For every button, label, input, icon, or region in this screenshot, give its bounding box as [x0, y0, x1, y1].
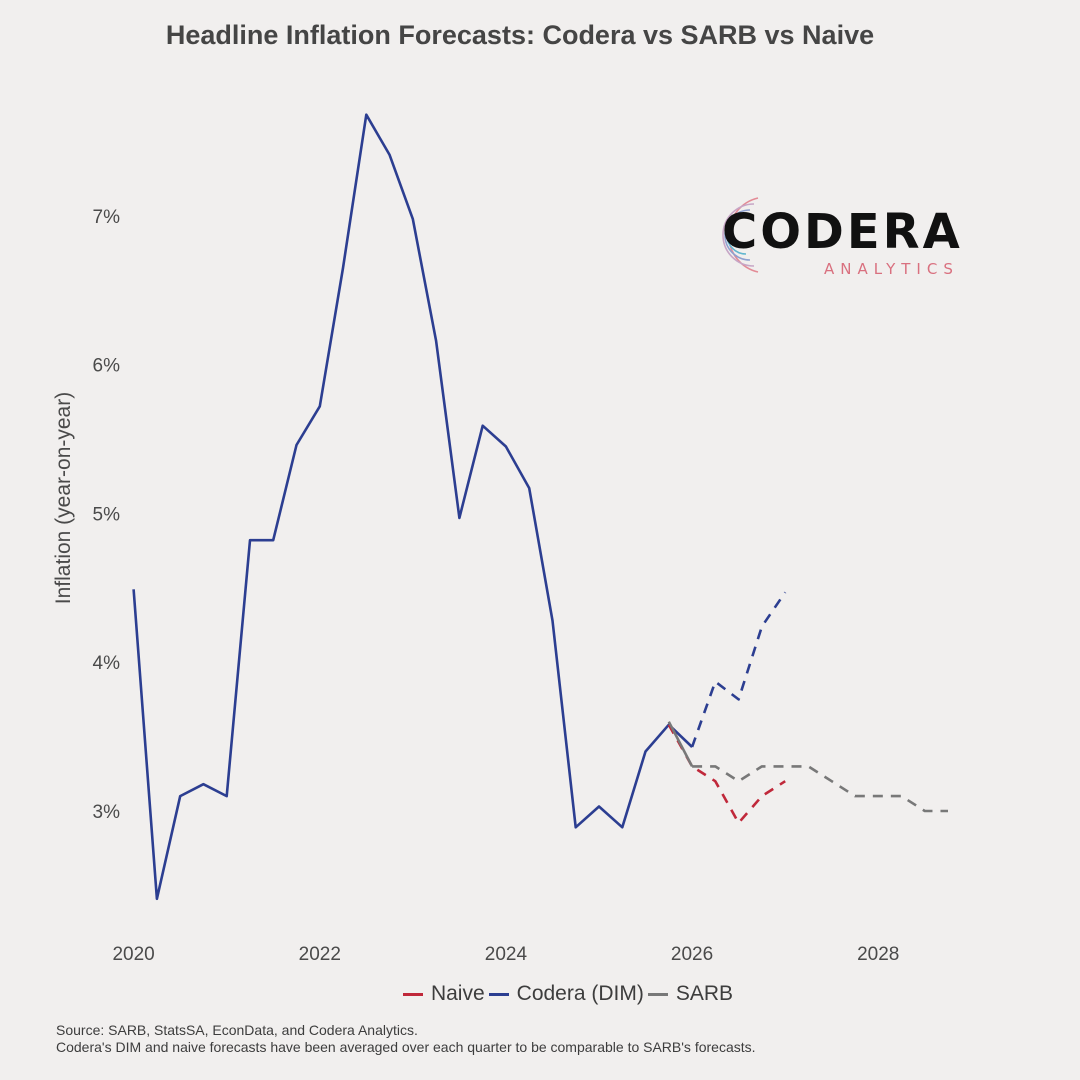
y-tick-label: 3%	[93, 802, 121, 823]
footnote-line-2: Codera's DIM and naive forecasts have be…	[56, 1039, 756, 1055]
x-tick-label: 2026	[671, 944, 713, 965]
legend-item: SARB	[647, 982, 734, 1006]
x-axis-ticks: 2020 2022 2024 2026 2028	[112, 944, 899, 965]
series-line-sarb-forecast	[692, 765, 948, 813]
logo-mark-icon	[722, 197, 759, 273]
legend-item: Codera (DIM)	[488, 982, 644, 1006]
series-line-codera-dim-forecast	[690, 591, 787, 748]
chart-title: Headline Inflation Forecasts: Codera vs …	[165, 20, 875, 50]
legend-swatch	[402, 992, 423, 996]
logo-subword: ANALYTICS	[824, 260, 959, 278]
legend: Naive Codera (DIM) SARB	[0, 982, 1080, 1006]
series-line-sarb	[667, 721, 694, 768]
legend-item: Naive	[402, 982, 485, 1006]
legend-label: SARB	[675, 982, 734, 1005]
x-tick-label: 2028	[857, 944, 899, 965]
series-layer	[132, 113, 948, 901]
footnote-line-1: Source: SARB, StatsSA, EconData, and Cod…	[56, 1022, 418, 1038]
series-line-codera-dim	[132, 113, 693, 901]
legend-swatch	[647, 992, 668, 996]
y-tick-label: 5%	[93, 504, 121, 525]
x-tick-label: 2020	[112, 944, 154, 965]
footnote: Source: SARB, StatsSA, EconData, and Cod…	[56, 1022, 756, 1056]
legend-label: Codera (DIM)	[516, 982, 644, 1005]
logo-wordmark: CODERA	[722, 204, 963, 260]
codera-logo: CODERA ANALYTICS	[700, 192, 970, 282]
y-tick-label: 7%	[93, 207, 121, 228]
y-axis-title: Inflation (year-on-year)	[52, 392, 75, 604]
x-tick-label: 2022	[299, 944, 341, 965]
y-axis-ticks: 3% 4% 5% 6% 7%	[93, 207, 121, 823]
legend-swatch	[488, 992, 509, 996]
y-tick-label: 6%	[93, 356, 121, 377]
legend-label: Naive	[430, 982, 485, 1005]
y-tick-label: 4%	[93, 653, 121, 674]
x-tick-label: 2024	[485, 944, 528, 965]
